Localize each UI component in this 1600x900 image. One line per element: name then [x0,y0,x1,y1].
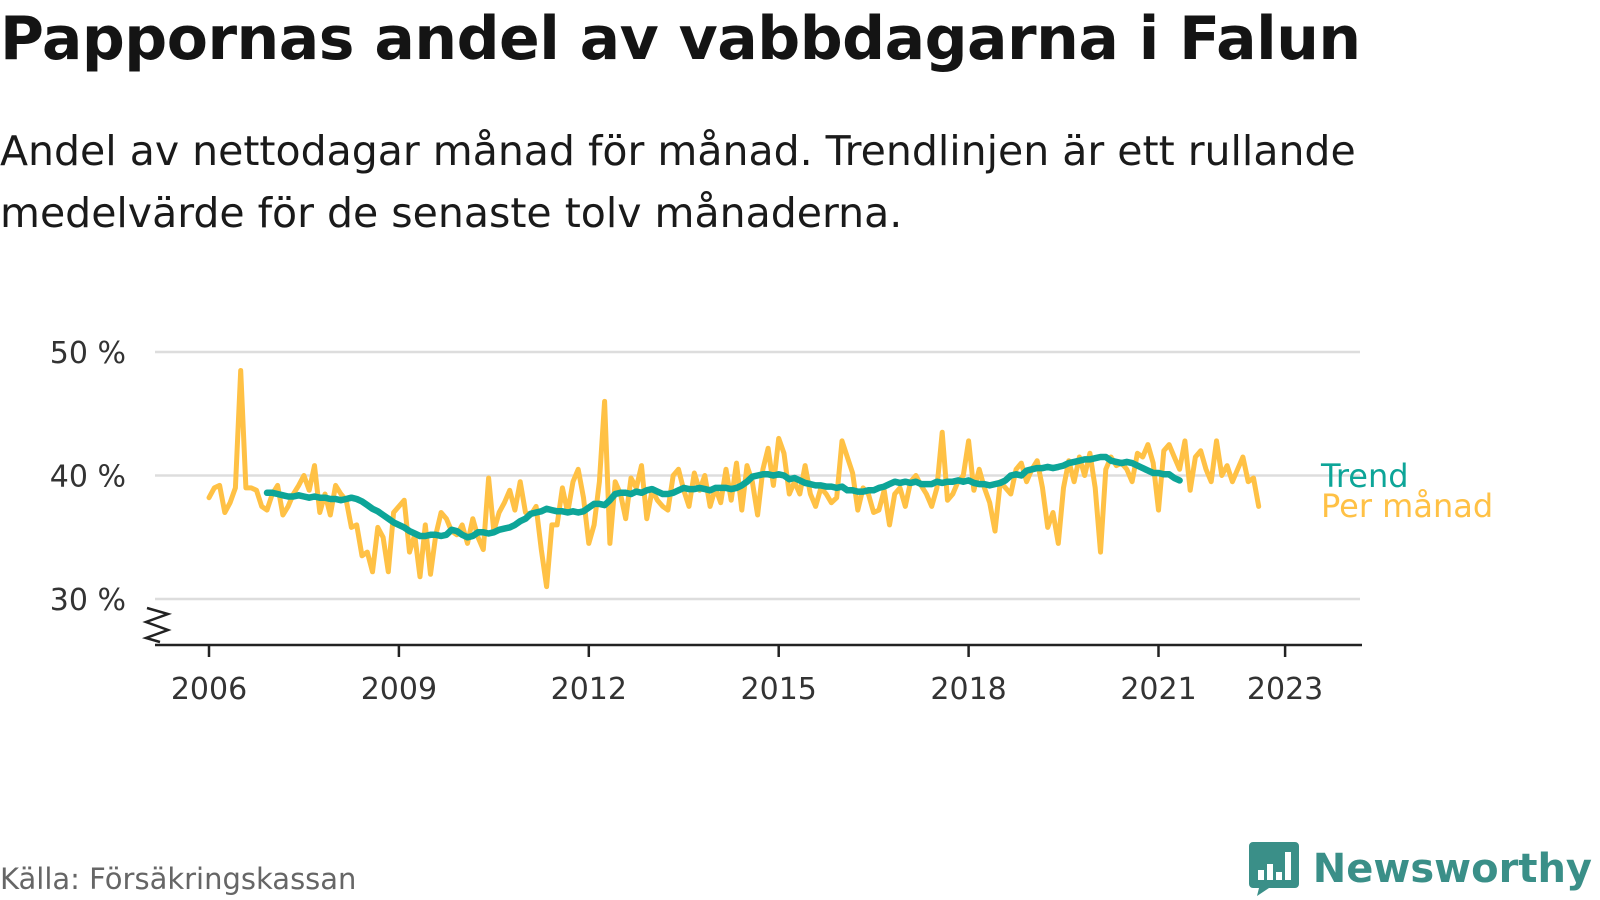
y-axis: 30 % 40 % 50 % [50,336,126,618]
x-tick-label: 2018 [930,672,1006,707]
series-line-trend [263,453,1183,541]
x-tick-label: 2006 [171,672,247,707]
brand-logo[interactable]: Newsworthy [1248,842,1592,896]
x-tick-label: 2023 [1247,672,1323,707]
x-tick-label: 2021 [1120,672,1196,707]
source-note: Källa: Försäkringskassan [0,862,357,896]
series-line-per-manad [206,368,1262,590]
x-tick-label: 2015 [741,672,817,707]
page-subtitle: Andel av nettodagar månad för månad. Tre… [0,127,1356,237]
y-tick-label: 30 % [50,583,126,618]
page-title: Pappornas andel av vabbdagarna i Falun [0,4,1361,74]
legend-label-per-manad: Per månad [1321,487,1493,525]
series-lines [206,368,1262,590]
legend-label-trend: Trend [1320,457,1409,495]
bar-chart-speech-bubble-icon [1248,842,1299,896]
brand-name: Newsworthy [1312,846,1592,892]
x-axis: 2006 2009 2012 2015 2018 2021 2023 [171,645,1323,707]
y-tick-label: 40 % [50,460,126,495]
x-tick-label: 2009 [361,672,437,707]
y-axis-break-icon [141,606,173,644]
x-tick-label: 2012 [551,672,627,707]
y-tick-label: 50 % [50,336,126,371]
